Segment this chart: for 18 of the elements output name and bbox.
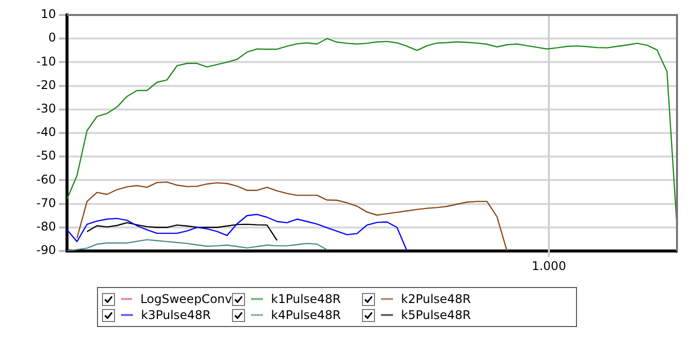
text: 1.000 [532,259,566,274]
y-tick-label: -50 [36,148,56,163]
y-tick-label: -30 [36,102,56,116]
y-tick-label: -20 [36,78,56,92]
legend-label: k2Pulse48R [401,292,471,306]
y-tick-label: 0 [48,30,56,45]
legend-label: k3Pulse48R [141,308,211,322]
y-tick-label: -90 [36,243,56,258]
legend-label: k5Pulse48R [401,308,471,322]
y-tick-label: -60 [36,172,56,186]
y-tick-label: -10 [36,54,56,68]
y-tick-label: 10 [40,7,56,22]
legend-label: LogSweepConv [140,292,232,306]
y-tick-label: -80 [36,220,56,234]
legend-label: k4Pulse48R [271,308,341,322]
y-tick-label: -40 [36,125,56,140]
legend-label: k1Pulse48R [271,292,341,306]
y-tick-label: -70 [36,196,56,210]
